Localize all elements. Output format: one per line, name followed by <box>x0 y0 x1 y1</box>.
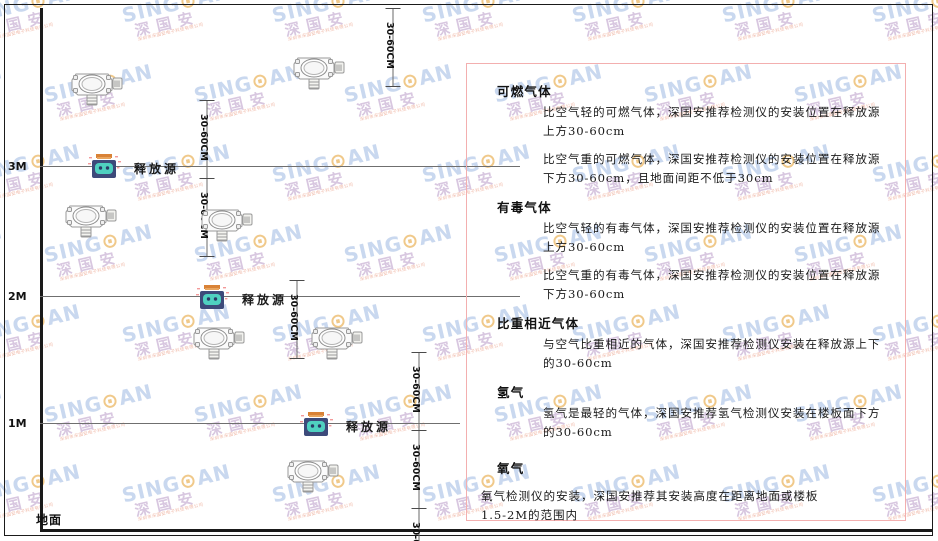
gas-detector-icon <box>308 322 364 362</box>
level-line-2M <box>40 296 520 297</box>
dimension-label: 30-60CM <box>410 444 421 491</box>
dimension-tick <box>289 358 305 359</box>
info-section-paragraph: 氧气检测仪的安装，深国安推荐其安装高度在距离地面或楼板1.5-2M的范围内 <box>481 489 819 522</box>
dimension-label: 30-60CM <box>410 522 421 541</box>
release-source-label: 释放源 <box>134 162 180 176</box>
level-line-3M <box>40 166 520 167</box>
gas-detector-icon <box>190 322 246 362</box>
info-section-paragraph: 与空气比重相近的气体，深国安推荐检测仪安装在释放源上下的30-60cm <box>543 337 881 370</box>
info-section: 有毒气体比空气轻的有毒气体，深国安推荐检测仪的安装位置在释放源上方30-60cm… <box>481 197 891 304</box>
level-line-1M <box>40 423 460 424</box>
vertical-axis <box>40 8 43 532</box>
dimension-label: 30-60CM <box>198 114 209 161</box>
dimension-label: 30-60CM <box>384 22 395 69</box>
release-source-label: 释放源 <box>242 293 288 307</box>
info-section-paragraph: 氢气是最轻的气体，深国安推荐氢气检测仪安装在楼板面下方的30-60cm <box>543 406 881 439</box>
info-section: 可燃气体比空气轻的可燃气体，深国安推荐检测仪的安装位置在释放源上方30-60cm… <box>481 81 891 188</box>
info-panel: 可燃气体比空气轻的可燃气体，深国安推荐检测仪的安装位置在释放源上方30-60cm… <box>466 63 906 522</box>
dimension-line <box>392 8 394 86</box>
level-label-3M: 3M <box>8 160 27 173</box>
dimension-column: 30-60CM 30-60CM 30-60CM <box>404 352 434 541</box>
info-section-paragraph: 比空气轻的有毒气体，深国安推荐检测仪的安装位置在释放源上方30-60cm <box>543 221 881 254</box>
info-section: 氧气氧气检测仪的安装，深国安推荐其安装高度在距离地面或楼板1.5-2M的范围内 <box>481 451 891 531</box>
dimension-column: 30-60CM <box>282 280 312 359</box>
gas-detector-icon <box>62 200 118 240</box>
info-section-paragraph: 比空气重的可燃气体，深国安推荐检测仪的安装位置在释放源下方30-60cm，且地面… <box>543 152 881 185</box>
dimension-tick <box>199 256 215 257</box>
info-section-title: 可燃气体 <box>497 84 552 99</box>
info-section-title: 氢气 <box>497 385 525 400</box>
dimension-label: 30-60CM <box>410 366 421 413</box>
outer-frame <box>4 4 933 536</box>
dimension-tick <box>385 8 401 9</box>
ground-label: 地面 <box>36 513 63 527</box>
dimension-tick <box>199 100 215 101</box>
gas-detector-icon <box>290 52 346 92</box>
info-section-paragraph: 比空气轻的可燃气体，深国安推荐检测仪的安装位置在释放源上方30-60cm <box>543 105 881 138</box>
dimension-line <box>296 280 298 358</box>
ground-axis <box>40 529 932 532</box>
level-label-2M: 2M <box>8 290 27 303</box>
dimension-tick <box>385 86 401 87</box>
level-label-1M: 1M <box>8 417 27 430</box>
info-section-paragraph: 比空气重的有毒气体，深国安推荐检测仪的安装位置在释放源下方30-60cm <box>543 268 881 301</box>
info-panel-body: 可燃气体比空气轻的可燃气体，深国安推荐检测仪的安装位置在释放源上方30-60cm… <box>481 81 891 541</box>
info-section-title: 氧气 <box>497 461 525 476</box>
dimension-label: 30-60CM <box>288 294 299 341</box>
release-source-icon <box>88 152 128 182</box>
gas-detector-icon <box>68 68 124 108</box>
dimension-tick <box>411 352 427 353</box>
dimension-line <box>418 352 420 541</box>
info-section-title: 有毒气体 <box>497 200 552 215</box>
release-source-icon <box>196 283 236 313</box>
dimension-column: 30-60CM <box>378 8 408 87</box>
dimension-tick <box>411 430 427 431</box>
gas-detector-icon <box>284 455 340 495</box>
dimension-tick <box>289 280 305 281</box>
dimension-tick <box>199 178 215 179</box>
info-section: 氢气氢气是最轻的气体，深国安推荐氢气检测仪安装在楼板面下方的30-60cm <box>481 382 891 442</box>
info-section: 比重相近气体与空气比重相近的气体，深国安推荐检测仪安装在释放源上下的30-60c… <box>481 313 891 373</box>
release-source-icon <box>300 410 340 440</box>
release-source-label: 释放源 <box>346 420 392 434</box>
info-section-title: 比重相近气体 <box>497 316 580 331</box>
dimension-tick <box>411 508 427 509</box>
gas-detector-icon <box>198 204 254 244</box>
